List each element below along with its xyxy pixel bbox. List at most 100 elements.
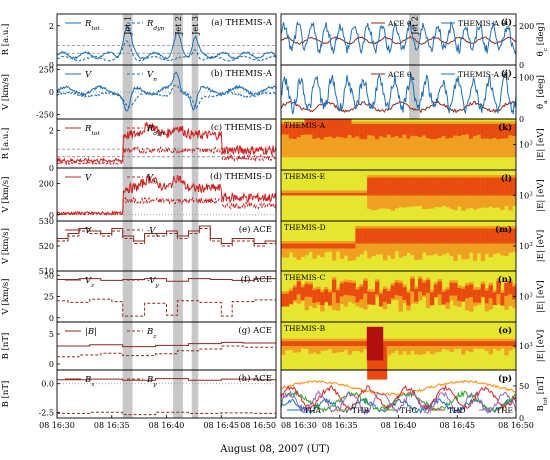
spectrogram-cell (343, 121, 349, 158)
spectrogram-cell (445, 177, 450, 196)
spectrogram-cell (461, 121, 466, 158)
spectrogram-cell (378, 177, 384, 196)
panel-frames-layer (56, 13, 517, 419)
text-part: V [km/s] (1, 228, 11, 265)
spectrogram-cell (335, 121, 341, 158)
spectrogram-cell (343, 341, 349, 346)
text-part: a (412, 76, 415, 82)
spectrogram-cell (445, 124, 450, 139)
spectrogram-cell (469, 228, 474, 244)
spectrogram-cell (480, 228, 486, 244)
text-part: c (412, 25, 415, 31)
spectrogram-cell (508, 341, 513, 346)
spectrogram-cell (433, 124, 439, 140)
spectrogram-cell (472, 124, 478, 137)
spectrogram-cell (351, 121, 356, 158)
y-axis-label: |E| [eV] (536, 128, 546, 160)
spectrogram-cell (390, 341, 396, 346)
spectrogram-cell (386, 228, 392, 244)
spectrogram-cell (457, 228, 462, 244)
x-tick-label: 08 16:45 (203, 421, 239, 430)
spectrogram-cell (492, 124, 497, 138)
spectrogram-cell (288, 243, 294, 249)
text-part: V (147, 70, 154, 80)
spectrogram-cell (402, 124, 407, 135)
jet-label: Jet 3 (191, 16, 200, 36)
spectrogram-cell (504, 228, 509, 244)
spectrogram-cell (429, 124, 435, 140)
spectrogram-cell (375, 281, 380, 295)
spectrogram-cell (316, 289, 321, 302)
text-part: V [km/s] (1, 177, 11, 214)
y-tick-label: 0 (49, 314, 54, 323)
spectrogram-cell (304, 284, 309, 297)
spectrogram-cell (461, 338, 466, 355)
spectrogram-cell (398, 124, 403, 138)
text-part: a (506, 76, 509, 82)
series-V (56, 174, 277, 216)
spectrogram-cell (312, 243, 317, 249)
spectrogram-cell (371, 177, 376, 196)
legend-label: THEMIS-A θa (458, 70, 509, 82)
y-tick-label: -2.5 (39, 408, 54, 417)
spectrogram-cell (300, 341, 305, 346)
spectrogram-cell (281, 241, 286, 258)
spectrogram-cell (398, 177, 403, 196)
text-part: B (146, 375, 153, 385)
spectrogram-cell (422, 124, 427, 136)
text-layer: Jet 1 Jet 2 Jet 3 Jet 2 (a) THEMIS-A R [a.u.]… (1, 16, 549, 430)
series-THC (280, 389, 517, 413)
spectrogram-cell (347, 241, 352, 261)
legend-label: THA (304, 406, 322, 415)
spectrogram-cell (339, 243, 345, 249)
spectrogram-cell (359, 341, 364, 346)
spectrogram-cell (445, 289, 450, 303)
spectrogram-cell (402, 121, 407, 158)
y-axis-label: V [km/s] (1, 279, 11, 316)
spectrogram-cell (500, 124, 505, 139)
spectrogram-cell (292, 241, 298, 258)
spectrogram-cell (504, 338, 509, 356)
spectrogram-cell (480, 177, 486, 196)
spectrogram-cell (469, 124, 474, 139)
spectrogram-cell (457, 124, 462, 137)
legend-label: By (146, 375, 157, 388)
y-tick-label: 103 (519, 192, 533, 201)
spectrogram-cell (331, 277, 337, 310)
spectrogram-cell (512, 341, 517, 346)
spectrogram-cell (351, 283, 356, 296)
spectrogram-cell (288, 341, 294, 346)
spectrogram-cell (351, 124, 356, 138)
spectrogram-cell (461, 341, 466, 346)
spectrogram-cell (433, 121, 439, 158)
spectrogram-cell (335, 290, 341, 304)
spectrogram-cell (496, 177, 501, 196)
spectrogram-cell (492, 177, 497, 196)
spectrogram-cell (402, 341, 407, 346)
y-tick-label: 5 (49, 330, 54, 339)
spectrogram-cell (324, 243, 329, 249)
text-part: 10 (519, 141, 529, 150)
y-tick-label: 103 (519, 293, 533, 302)
text-part: THD (448, 406, 466, 415)
spectrogram-cell (375, 341, 380, 380)
spectrogram-cell (300, 243, 305, 249)
spectrogram-cell (449, 121, 454, 158)
panel-label: (i) (501, 17, 512, 28)
spectrogram-cell (386, 338, 392, 356)
spectrogram-cell (339, 121, 345, 158)
spectrogram-cell (292, 287, 298, 301)
spectrogram-cell (292, 124, 298, 139)
spectrogram-cell (324, 192, 329, 196)
legend-label: Vn (147, 70, 157, 83)
spectrogram-cell (488, 341, 493, 346)
legend-label: V (85, 70, 92, 80)
spectrogram-cell (433, 284, 439, 298)
text-part: |E| [eV] (536, 280, 546, 312)
text-part: tot (91, 25, 100, 32)
spectrogram-cell (500, 228, 505, 244)
spectrogram-cell (308, 338, 313, 354)
spectrogram-cell (304, 192, 309, 196)
spectrogram-cell (441, 228, 446, 244)
y-axis-label: θa [deg] (536, 75, 549, 109)
